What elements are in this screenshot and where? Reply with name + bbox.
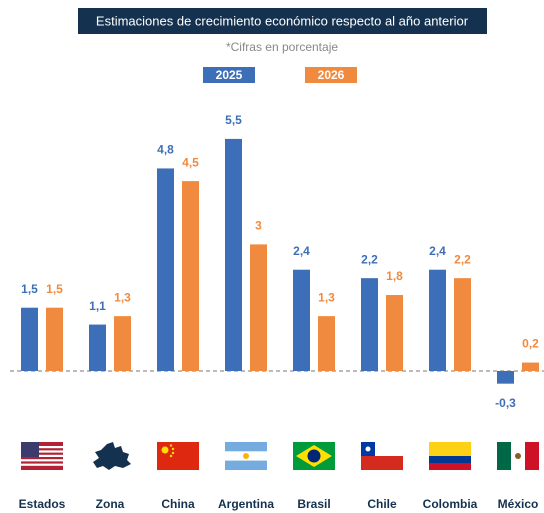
bar bbox=[293, 269, 310, 371]
x-tick-label: Estados bbox=[19, 497, 66, 511]
x-tick-label: China bbox=[161, 497, 195, 511]
legend-label: 2026 bbox=[318, 68, 345, 82]
data-label: 5,5 bbox=[225, 113, 242, 127]
x-tick-label: Zona bbox=[96, 497, 125, 511]
legend-swatch bbox=[305, 67, 357, 83]
x-tick-label: México bbox=[498, 497, 539, 511]
data-label: 4,8 bbox=[157, 143, 174, 157]
bar bbox=[361, 278, 378, 371]
data-label: 1,5 bbox=[46, 282, 63, 296]
chart-title: Estimaciones de crecimiento económico re… bbox=[96, 13, 469, 28]
flag-brazil bbox=[293, 442, 335, 470]
bar bbox=[454, 278, 471, 371]
bar bbox=[318, 316, 335, 371]
icon-europe bbox=[93, 442, 131, 470]
chart-subtitle: *Cifras en porcentaje bbox=[226, 40, 338, 54]
flag-mexico bbox=[497, 442, 539, 470]
data-label: 3 bbox=[255, 219, 262, 233]
data-label: 1,3 bbox=[318, 290, 335, 304]
bar bbox=[250, 244, 267, 371]
flag-china bbox=[157, 442, 199, 470]
bar bbox=[21, 307, 38, 371]
data-label: -0,3 bbox=[495, 396, 516, 410]
title-box bbox=[78, 8, 487, 34]
legend-swatch bbox=[203, 67, 255, 83]
data-label: 2,2 bbox=[361, 252, 378, 266]
bar bbox=[386, 295, 403, 371]
x-tick-label: Colombia bbox=[423, 497, 478, 511]
bar bbox=[182, 181, 199, 371]
data-label: 1,3 bbox=[114, 290, 131, 304]
legend-label: 2025 bbox=[216, 68, 243, 82]
data-label: 0,2 bbox=[522, 337, 539, 351]
flag-argentina bbox=[225, 442, 267, 470]
data-label: 1,8 bbox=[386, 269, 403, 283]
flag-colombia bbox=[429, 442, 471, 470]
bar bbox=[225, 138, 242, 371]
data-label: 1,1 bbox=[89, 299, 106, 313]
flags bbox=[21, 442, 539, 470]
bar bbox=[429, 269, 446, 371]
flag-usa bbox=[21, 442, 63, 470]
x-tick-label: Argentina bbox=[218, 497, 274, 511]
data-label: 2,4 bbox=[293, 244, 310, 258]
x-tick-label: Brasil bbox=[297, 497, 330, 511]
bar bbox=[89, 324, 106, 371]
data-label: 2,2 bbox=[454, 252, 471, 266]
bar bbox=[497, 371, 514, 384]
bar bbox=[522, 362, 539, 371]
data-label: 1,5 bbox=[21, 282, 38, 296]
bar bbox=[157, 168, 174, 371]
bar bbox=[114, 316, 131, 371]
bar bbox=[46, 307, 63, 371]
flag-chile bbox=[361, 442, 403, 470]
data-label: 4,5 bbox=[182, 155, 199, 169]
data-label: 2,4 bbox=[429, 244, 446, 258]
x-tick-label: Chile bbox=[367, 497, 397, 511]
